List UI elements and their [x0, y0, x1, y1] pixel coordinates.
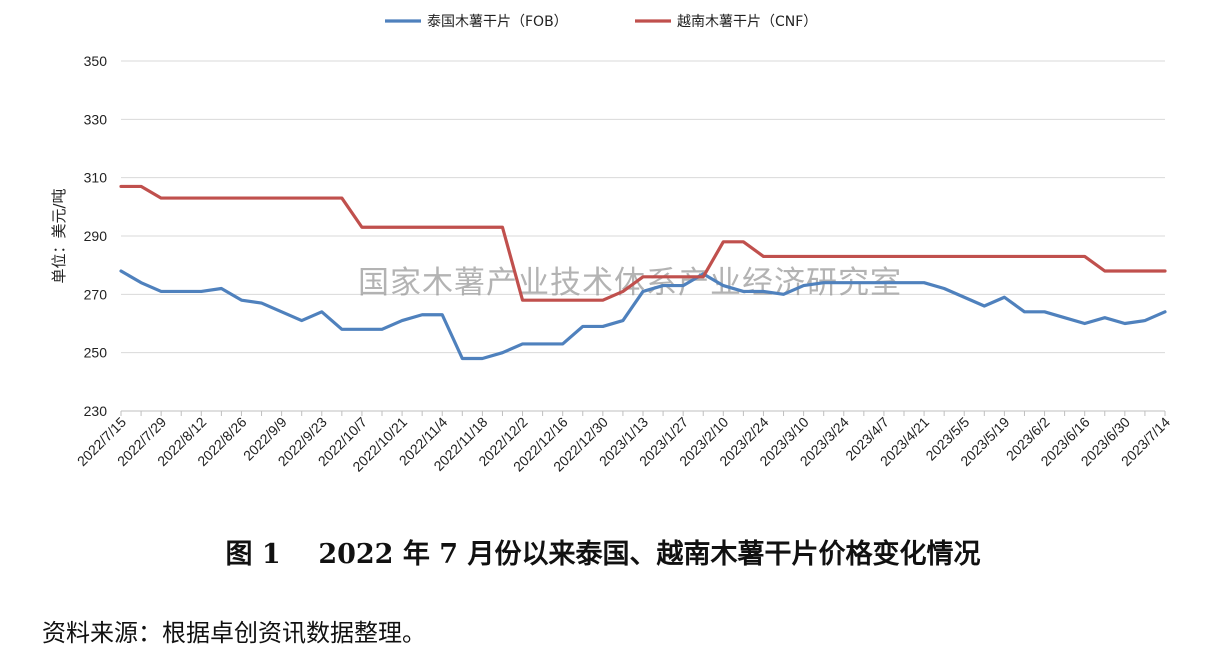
y-tick-label: 230: [84, 403, 108, 419]
y-tick-label: 310: [84, 170, 108, 186]
axes: 2302502702903103303502022/7/152022/7/292…: [74, 53, 1174, 475]
legend: 泰国木薯干片（FOB） 越南木薯干片（CNF）: [385, 14, 817, 30]
y-tick-label: 350: [84, 53, 108, 69]
gridlines: [121, 60, 1165, 354]
data-source-note: 资料来源：根据卓创资讯数据整理。: [42, 619, 426, 647]
figure-caption: 图 1 2022 年 7 月份以来泰国、越南木薯干片价格变化情况: [225, 539, 981, 570]
legend-label-2: 越南木薯干片（CNF）: [677, 14, 817, 30]
series-line-1: [119, 269, 1167, 361]
y-tick-label: 250: [84, 345, 108, 361]
y-tick-label: 290: [84, 228, 108, 244]
y-tick-label: 270: [84, 286, 108, 302]
series-line-2: [119, 184, 1167, 302]
legend-label-1: 泰国木薯干片（FOB）: [427, 14, 568, 30]
line-chart: 国家木薯产业技术体系产业经济研究室 2302502702903103303502…: [50, 14, 1174, 475]
y-axis-title: 单位：美元/吨: [50, 188, 68, 283]
series-lines: [119, 184, 1167, 361]
y-tick-label: 330: [84, 111, 108, 127]
